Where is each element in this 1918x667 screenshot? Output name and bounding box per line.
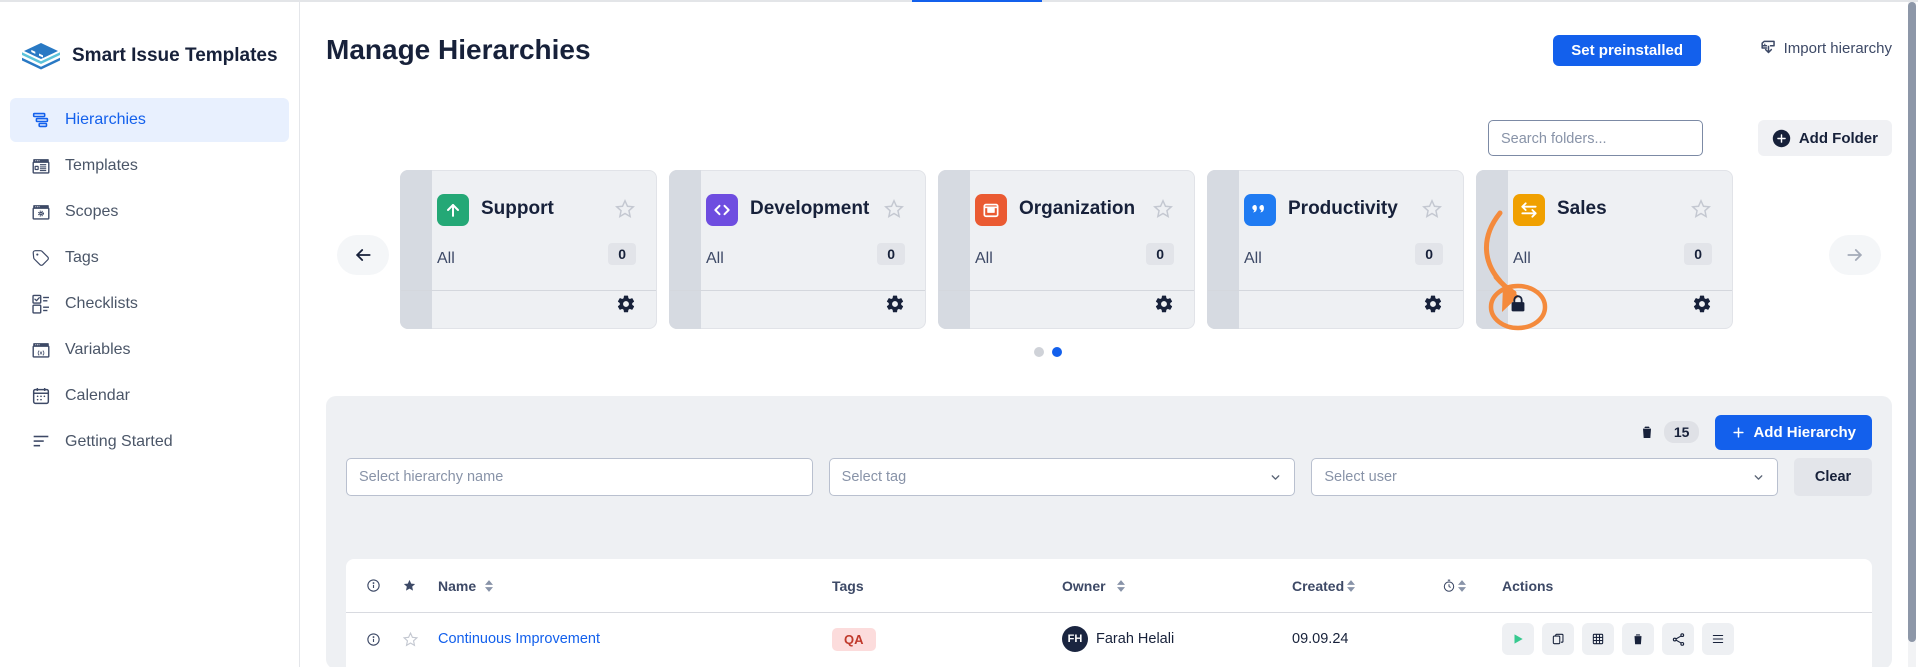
svg-text:(x): (x) bbox=[37, 351, 44, 357]
